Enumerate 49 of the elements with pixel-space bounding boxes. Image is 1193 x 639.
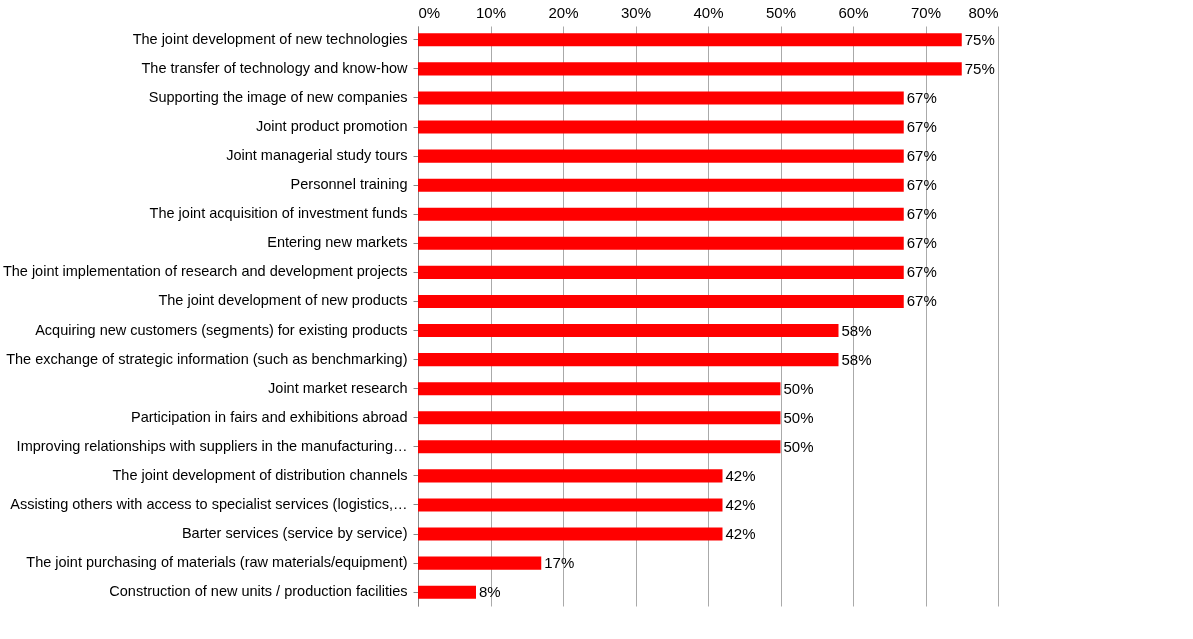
data-label: 67%	[906, 88, 937, 106]
y-tick-label: The joint development of new products	[158, 292, 408, 309]
y-tick-label: Improving relationships with suppliers in the manufacturing…	[16, 437, 408, 454]
y-tick-label: Joint product promotion	[255, 118, 408, 135]
data-label: 42%	[725, 466, 756, 484]
data-label: 42%	[725, 525, 756, 543]
x-tick-label: 40%	[693, 3, 724, 21]
data-label: 67%	[906, 118, 937, 136]
y-tick-label: Barter services (service by service)	[181, 525, 408, 542]
data-label: 67%	[906, 147, 937, 165]
data-label: 75%	[964, 59, 995, 77]
data-label: 17%	[544, 554, 575, 572]
y-tick-label: Acquiring new customers (segments) for existing products	[35, 321, 408, 338]
y-tick-label: Supporting the image of new companies	[148, 88, 408, 105]
x-tick-label: 10%	[475, 3, 507, 21]
data-label: 67%	[906, 176, 937, 194]
y-tick-label: The joint development of distribution channels	[112, 466, 408, 483]
data-label: 67%	[906, 292, 937, 310]
y-tick-label: The joint development of new technologies	[132, 30, 408, 47]
data-label: 42%	[725, 495, 756, 513]
x-tick-label: 50%	[765, 3, 797, 21]
data-label: 8%	[479, 583, 501, 601]
x-tick-label: 20%	[548, 3, 579, 21]
y-tick-label: Joint managerial study tours	[226, 147, 408, 164]
y-tick-label: Personnel training	[290, 176, 408, 193]
data-label: 50%	[783, 437, 814, 455]
data-label: 50%	[783, 408, 814, 426]
data-label: 67%	[906, 263, 937, 281]
y-tick-label: The joint acquisition of investment funds	[149, 205, 408, 222]
y-tick-label: Joint market research	[268, 379, 408, 396]
y-tick-label: Entering new markets	[267, 234, 408, 251]
data-label: 67%	[906, 234, 937, 252]
x-tick-label: 0%	[418, 3, 441, 21]
x-tick-label: 30%	[620, 3, 652, 21]
y-tick-label: Construction of new units / production facilities	[109, 583, 408, 600]
data-label: 50%	[783, 379, 814, 397]
x-tick-label: 80%	[968, 3, 999, 21]
data-label: 75%	[964, 30, 995, 48]
y-tick-label: The exchange of strategic information (such as benchmarking)	[6, 350, 408, 367]
data-label: 58%	[841, 350, 872, 368]
y-tick-label: The joint implementation of research and development projects	[2, 263, 408, 280]
data-label: 67%	[906, 205, 937, 223]
y-tick-label: The joint purchasing of materials (raw materials/equipment)	[26, 554, 408, 571]
x-tick-label: 70%	[910, 3, 942, 21]
y-tick-label: Participation in fairs and exhibitions abroad	[131, 408, 408, 425]
x-tick-label: 60%	[838, 3, 869, 21]
y-tick-label: The transfer of technology and know-how	[141, 59, 409, 76]
y-tick-label: Assisting others with access to specialist services (logistics,…	[10, 495, 408, 512]
data-label: 58%	[841, 321, 872, 339]
